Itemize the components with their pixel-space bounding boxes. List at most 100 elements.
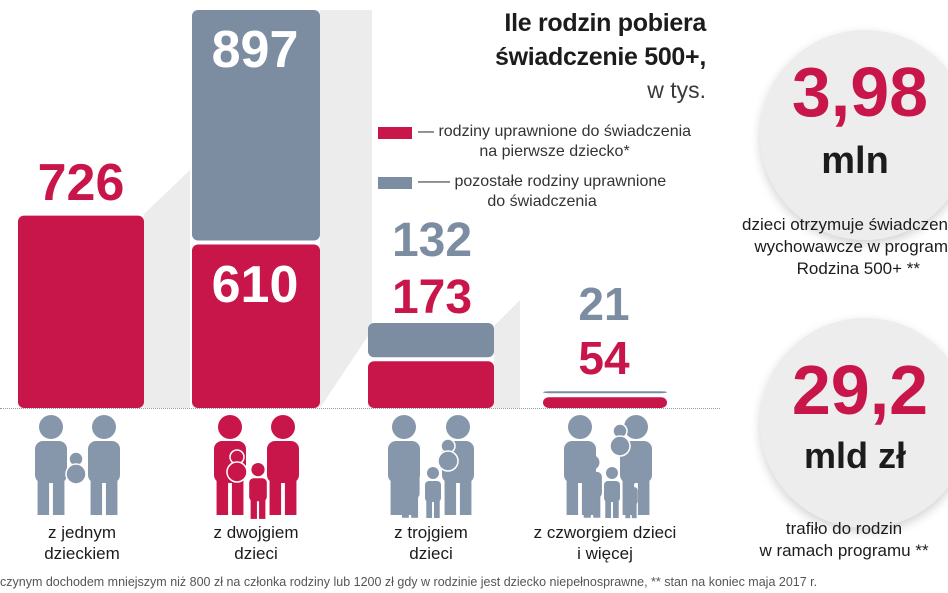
value-label-first-child: 726 [38,154,125,212]
child-icon-body [425,481,441,502]
value-label-first-child: 173 [392,271,472,324]
adult-icon-leg [105,479,118,515]
child-icon-head [427,467,439,479]
child-icon-leg [433,500,440,518]
child-icon-leg [401,496,409,518]
stat-money-unit: mld zł [803,435,906,476]
adult-icon-leg [390,479,403,515]
bar-shadow [494,300,520,408]
child-icon-head [251,463,265,477]
value-label-first-child: 610 [212,256,299,314]
child-icon-leg [583,495,591,518]
bar-other [192,10,320,241]
desc-line: wychowawcze w program [754,237,948,256]
baby-icon-body [226,461,248,483]
adult-icon-head [624,415,648,439]
child-icon-leg [605,500,612,518]
footnote: czynym dochodem mniejszym niż 800 zł na … [0,575,818,589]
stat-children-value: 3,98 [791,53,929,131]
stat-children-unit: mln [821,140,889,182]
baby-icon-body [609,435,631,457]
adult-icon-leg [444,479,457,515]
category-label: z czworgiem dzieci i więcej [530,522,680,564]
child-icon-body [400,473,420,499]
child-icon-leg [259,499,266,519]
category-label-line: dzieci [234,544,278,563]
category-label-line: z trojgiem [394,523,468,542]
baby-icon-body [437,450,459,472]
bar-first-child [543,397,667,408]
bar-first-child [192,244,320,408]
adult-icon-leg [459,479,472,515]
value-label-other: 21 [578,278,629,330]
legend-label: —— pozostałe rodziny uprawnione do świad… [418,172,666,212]
child-icon-leg [631,503,637,519]
child-icon-head [584,455,600,470]
adult-icon-head [39,415,63,439]
child-icon-body [604,481,620,502]
bar-shadow [144,170,190,408]
title-line-2: świadczenie 500+, [494,43,706,71]
legend-item-other: —— pozostałe rodziny uprawnione do świad… [378,172,666,212]
adult-icon-head [392,415,416,439]
stat-money-value: 29,2 [791,351,929,429]
chart-title: Ile rodzin pobiera świadczenie 500+, w t… [470,6,706,106]
adult-icon-body [267,441,299,483]
child-icon-leg [612,500,619,518]
child-icon-leg [250,499,257,519]
adult-icon-leg [216,479,229,515]
adult-icon-head [271,415,295,439]
value-label-other: 132 [392,214,472,267]
adult-icon-leg [37,479,50,515]
desc-line: trafiło do rodzin [785,519,903,538]
adult-icon-body [35,441,67,483]
bar-other [543,391,667,394]
desc-line: Rodzina 500+ ** [796,259,920,278]
category-label-line: z czworgiem dzieci [533,523,677,542]
stat-money-desc: trafiło do rodzin w ramach programu ** [700,518,948,562]
child-icon-leg [411,496,419,518]
child-icon-leg [625,503,631,519]
child-icon-body [582,471,602,498]
legend-label-line: do świadczenia [487,193,597,210]
adult-icon-head [92,415,116,439]
adult-icon-head [568,415,592,439]
child-icon-head [402,457,418,472]
legend-label-line: na pierwsze dziecko* [479,143,630,160]
adult-icon-leg [90,479,103,515]
value-label-first-child: 54 [578,332,630,384]
category-label-line: i więcej [577,544,633,563]
category-label: z dwojgiem dzieci [192,522,320,564]
category-label-line: z dwojgiem [213,523,299,542]
bar-other [368,322,494,358]
value-label-other: 897 [212,21,299,79]
baby-icon-body [65,463,87,485]
category-label-line: dzieckiem [44,544,120,563]
adult-icon-head [446,415,470,439]
child-icon-head [606,467,618,479]
adult-icon-leg [269,479,282,515]
child-icon-body [249,478,267,502]
child-icon-body [624,487,638,505]
stat-children-desc: dzieci otrzymuje świadczen wychowawcze w… [700,214,948,280]
legend-label-line: — rodziny uprawnione do świadczenia [418,123,692,140]
child-icon-leg [593,495,601,518]
stat-circle-money [760,318,948,528]
title-line-1: Ile rodzin pobiera [504,9,706,37]
bar-first-child [18,215,144,408]
adult-icon-leg [284,479,297,515]
category-label-line: z jednym [47,523,117,542]
category-label-line: dzieci [409,544,453,563]
adult-icon-head [218,415,242,439]
title-line-3: w tys. [647,77,706,103]
category-label: z trojgiem dzieci [368,522,494,564]
category-label: z jednym dzieckiem [20,522,144,564]
adult-icon-leg [52,479,65,515]
legend-item-first-child: — rodziny uprawnione do świadczenia na p… [378,122,691,162]
legend-swatch-red [378,127,412,139]
chart-baseline [0,408,720,409]
desc-line: dzieci otrzymuje świadczen [742,215,948,234]
bar-shadow [320,10,372,408]
adult-icon-leg [566,479,579,515]
